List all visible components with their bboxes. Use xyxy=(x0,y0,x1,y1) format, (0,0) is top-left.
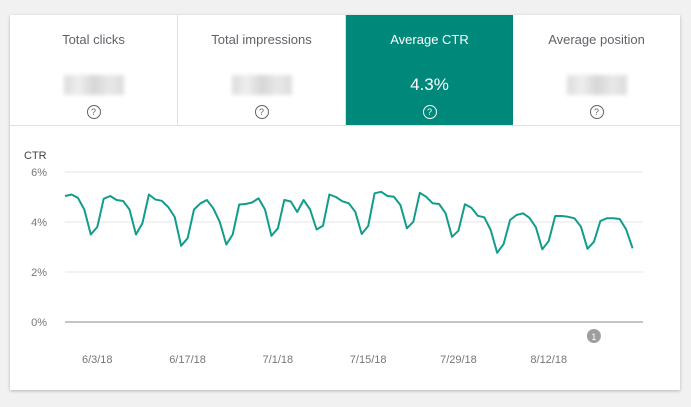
annotation-label: 1 xyxy=(591,332,596,342)
metric-label: Average CTR xyxy=(390,32,469,47)
x-tick-label: 7/29/18 xyxy=(440,354,477,366)
metric-tile-average-ctr[interactable]: Average CTR 4.3% ? xyxy=(346,15,513,125)
y-tick-label: 4% xyxy=(31,217,47,229)
metric-tile-total-impressions[interactable]: Total impressions ? xyxy=(178,15,346,125)
x-tick-label: 6/3/18 xyxy=(82,354,113,366)
metric-value-redacted xyxy=(10,75,177,100)
y-tick-label: 0% xyxy=(31,317,47,329)
y-tick-label: 6% xyxy=(31,167,47,179)
metric-value: 4.3% xyxy=(410,75,449,94)
x-tick-label: 7/1/18 xyxy=(263,354,294,366)
help-icon[interactable]: ? xyxy=(589,105,604,119)
metric-value-redacted xyxy=(178,75,345,100)
metric-label: Average position xyxy=(548,32,645,47)
metric-tiles: Total clicks ? Total impressions ? Avera… xyxy=(10,15,680,126)
metric-label: Total impressions xyxy=(211,32,312,47)
annotation-marker[interactable] xyxy=(586,329,601,343)
x-tick-label: 6/17/18 xyxy=(169,354,206,366)
help-icon[interactable]: ? xyxy=(422,105,437,119)
x-tick-label: 8/12/18 xyxy=(530,354,567,366)
metric-value-redacted xyxy=(513,75,680,100)
y-tick-label: 2% xyxy=(31,267,47,279)
metric-tile-total-clicks[interactable]: Total clicks ? xyxy=(10,15,178,125)
ctr-chart: CTR 0% 2% 4% 6% 6/3/18 6/17/18 7/1/18 7/15/18 7/2… xyxy=(24,150,643,366)
help-icon[interactable]: ? xyxy=(86,105,101,119)
help-icon[interactable]: ? xyxy=(254,105,269,119)
metric-tile-average-position[interactable]: Average position ? xyxy=(513,15,680,125)
x-tick-label: 7/15/18 xyxy=(350,354,387,366)
y-axis-label: CTR xyxy=(24,150,47,162)
performance-card: Total clicks ? Total impressions ? Avera… xyxy=(10,15,680,390)
metric-label: Total clicks xyxy=(62,32,125,47)
